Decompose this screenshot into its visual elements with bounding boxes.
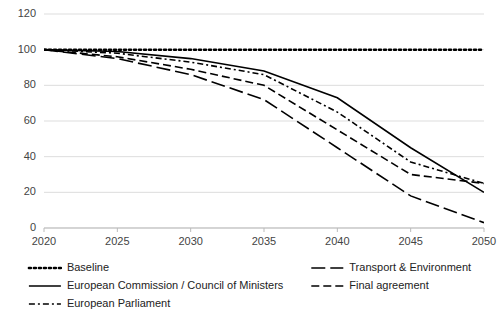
grid-line <box>44 49 484 50</box>
legend-item: European Commission / Council of Ministe… <box>29 279 284 291</box>
y-tick-label: 0 <box>30 221 36 233</box>
x-tick <box>190 228 191 232</box>
x-tick-label: 2030 <box>178 235 202 247</box>
x-tick <box>484 228 485 232</box>
x-tick <box>410 228 411 232</box>
x-tick-label: 2035 <box>252 235 276 247</box>
y-tick-label: 20 <box>24 185 36 197</box>
series-line <box>44 50 484 184</box>
legend-label: Final agreement <box>349 279 429 291</box>
x-tick-label: 2045 <box>398 235 422 247</box>
x-tick-label: 2020 <box>32 235 56 247</box>
chart: 0204060801001202020202520302035204020452… <box>0 0 500 335</box>
legend-item: Final agreement <box>311 279 429 291</box>
legend-item: Transport & Environment <box>311 261 471 273</box>
grid-line <box>44 192 484 193</box>
y-tick-label: 80 <box>24 78 36 90</box>
x-tick <box>44 228 45 232</box>
legend-item: Baseline <box>29 261 109 273</box>
y-tick-label: 40 <box>24 150 36 162</box>
x-tick-label: 2025 <box>105 235 129 247</box>
series-line <box>44 50 484 193</box>
legend-handle <box>29 285 61 287</box>
legend-label: Baseline <box>67 261 109 273</box>
legend-handle <box>311 285 343 287</box>
legend-item: European Parliament <box>29 297 170 309</box>
grid-line <box>44 121 484 122</box>
series-line <box>44 50 484 184</box>
x-tick <box>117 228 118 232</box>
grid-line <box>44 14 484 15</box>
background <box>0 0 500 335</box>
y-grid <box>44 14 484 228</box>
legend-handle <box>311 267 343 269</box>
legend: Baseline European Commission / Council of… <box>29 261 471 309</box>
x-tick-label: 2050 <box>472 235 496 247</box>
legend-label: European Parliament <box>67 297 170 309</box>
legend-handle <box>29 267 61 270</box>
x-tick <box>264 228 265 232</box>
legend-label: European Commission / Council of Ministe… <box>67 279 284 291</box>
x-tick-label: 2040 <box>325 235 349 247</box>
grid-line <box>44 156 484 157</box>
y-tick-label: 60 <box>24 114 36 126</box>
y-tick-label: 120 <box>18 7 36 19</box>
series-line <box>44 50 484 223</box>
legend-handle <box>29 303 61 305</box>
legend-label: Transport & Environment <box>349 261 471 273</box>
x-tick <box>337 228 338 232</box>
y-tick-label: 100 <box>18 43 36 55</box>
lines <box>44 50 484 223</box>
